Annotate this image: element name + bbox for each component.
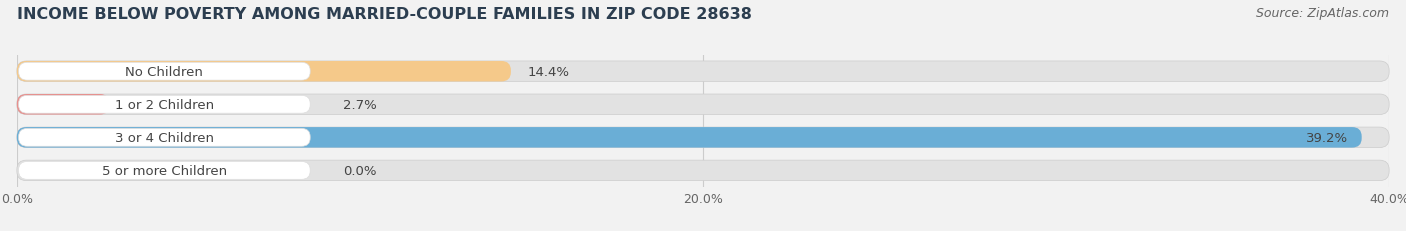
FancyBboxPatch shape (17, 95, 1389, 115)
FancyBboxPatch shape (18, 96, 311, 114)
Text: 0.0%: 0.0% (343, 164, 377, 177)
Text: 14.4%: 14.4% (529, 65, 569, 78)
Text: 39.2%: 39.2% (1306, 131, 1348, 144)
FancyBboxPatch shape (17, 95, 110, 115)
Text: Source: ZipAtlas.com: Source: ZipAtlas.com (1256, 7, 1389, 20)
FancyBboxPatch shape (17, 62, 1389, 82)
Text: 3 or 4 Children: 3 or 4 Children (115, 131, 214, 144)
Text: 1 or 2 Children: 1 or 2 Children (115, 98, 214, 111)
FancyBboxPatch shape (17, 128, 1361, 148)
FancyBboxPatch shape (17, 161, 1389, 181)
Text: 2.7%: 2.7% (343, 98, 377, 111)
FancyBboxPatch shape (17, 128, 1389, 148)
FancyBboxPatch shape (18, 63, 311, 81)
Text: INCOME BELOW POVERTY AMONG MARRIED-COUPLE FAMILIES IN ZIP CODE 28638: INCOME BELOW POVERTY AMONG MARRIED-COUPL… (17, 7, 752, 22)
FancyBboxPatch shape (18, 162, 311, 179)
Text: No Children: No Children (125, 65, 204, 78)
Text: 5 or more Children: 5 or more Children (101, 164, 226, 177)
FancyBboxPatch shape (18, 129, 311, 147)
FancyBboxPatch shape (17, 62, 510, 82)
